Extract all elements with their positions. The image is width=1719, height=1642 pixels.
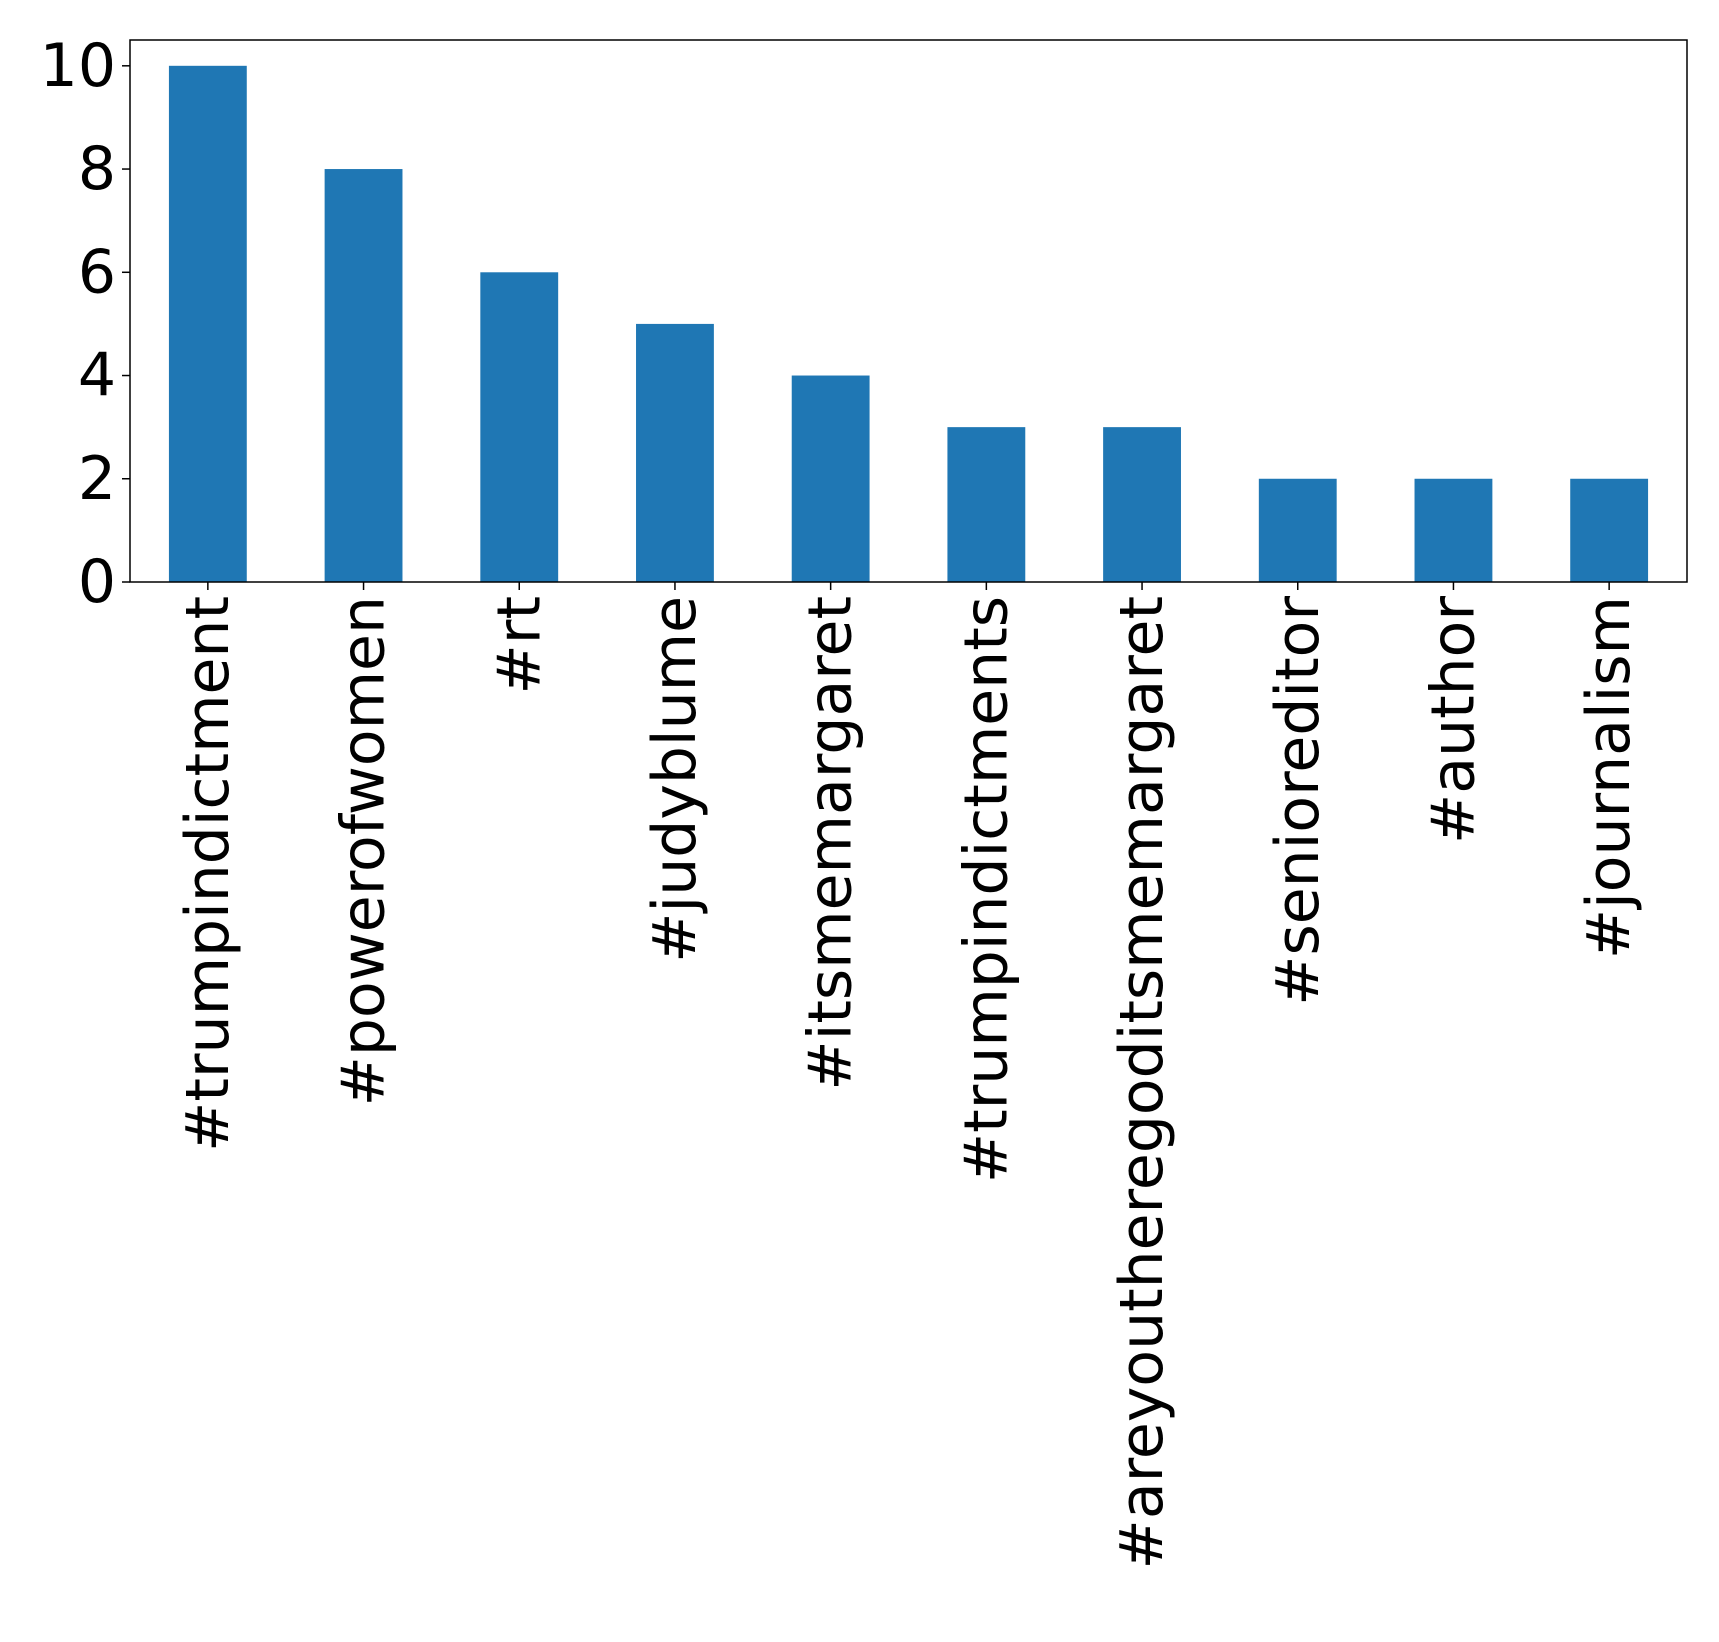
bars-group — [168, 65, 1649, 583]
y-axis: 0 2 4 6 8 10 — [40, 31, 130, 617]
bar-5 — [947, 427, 1026, 582]
bar-3 — [636, 323, 714, 582]
bar-4 — [791, 375, 870, 582]
y-tick-label-2: 4 — [78, 341, 116, 411]
x-tick-label-0: #trumpindictment — [173, 596, 243, 1152]
y-tick-label-0: 0 — [78, 547, 116, 617]
bar-2 — [480, 272, 559, 582]
plot-frame — [129, 39, 1688, 583]
bar-9 — [1570, 478, 1649, 582]
x-tick-label-5: #trumpindictments — [951, 596, 1021, 1183]
x-tick-label-7: #senioreditor — [1263, 596, 1333, 1006]
x-tick-label-8: #author — [1418, 596, 1488, 844]
x-axis: #trumpindictment #powerofwomen #rt #judyblu… — [173, 582, 1644, 1569]
x-tick-label-3: #judyblume — [640, 596, 710, 963]
y-tick-label-5: 10 — [40, 31, 116, 101]
bar-7 — [1258, 478, 1337, 582]
y-tick-label-3: 6 — [78, 237, 116, 307]
x-tick-label-9: #journalism — [1574, 596, 1644, 959]
bar-1 — [324, 169, 403, 583]
y-tick-label-1: 2 — [78, 444, 116, 514]
bar-0 — [168, 65, 247, 583]
x-tick-label-2: #rt — [484, 596, 554, 694]
y-tick-label-4: 8 — [78, 134, 116, 204]
x-tick-label-6: #areyoutheregoditsmemargaret — [1107, 596, 1177, 1569]
x-tick-label-4: #itsmemargaret — [796, 596, 866, 1091]
bar-6 — [1103, 427, 1181, 582]
x-tick-label-1: #powerofwomen — [329, 596, 399, 1106]
bar-8 — [1414, 478, 1493, 582]
